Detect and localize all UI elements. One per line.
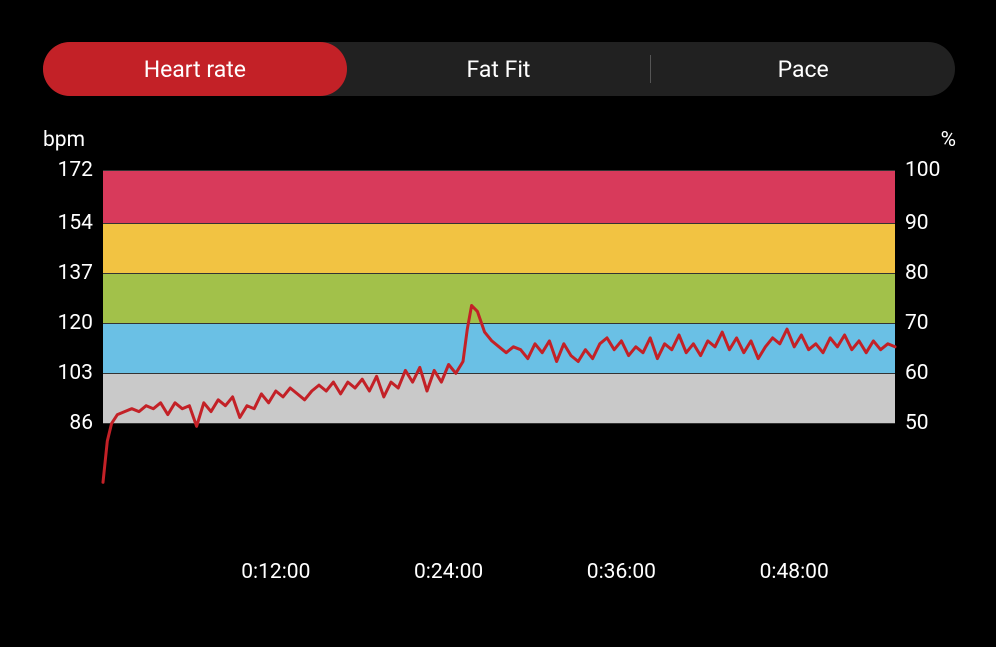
y-axis-left-label: bpm <box>43 128 85 152</box>
tab-label: Fat Fit <box>467 56 531 83</box>
chart-container: 17215413712010386 1009080706050 0:12:000… <box>43 160 955 610</box>
tabs-container: Heart rate Fat Fit Pace <box>43 42 955 96</box>
tab-label: Heart rate <box>144 56 246 83</box>
tab-label: Pace <box>778 56 829 83</box>
tab-fat-fit[interactable]: Fat Fit <box>347 42 651 96</box>
heart-rate-line <box>43 160 955 610</box>
tab-heart-rate[interactable]: Heart rate <box>43 42 347 96</box>
tab-pace[interactable]: Pace <box>651 42 955 96</box>
y-axis-right-label: % <box>941 128 956 152</box>
